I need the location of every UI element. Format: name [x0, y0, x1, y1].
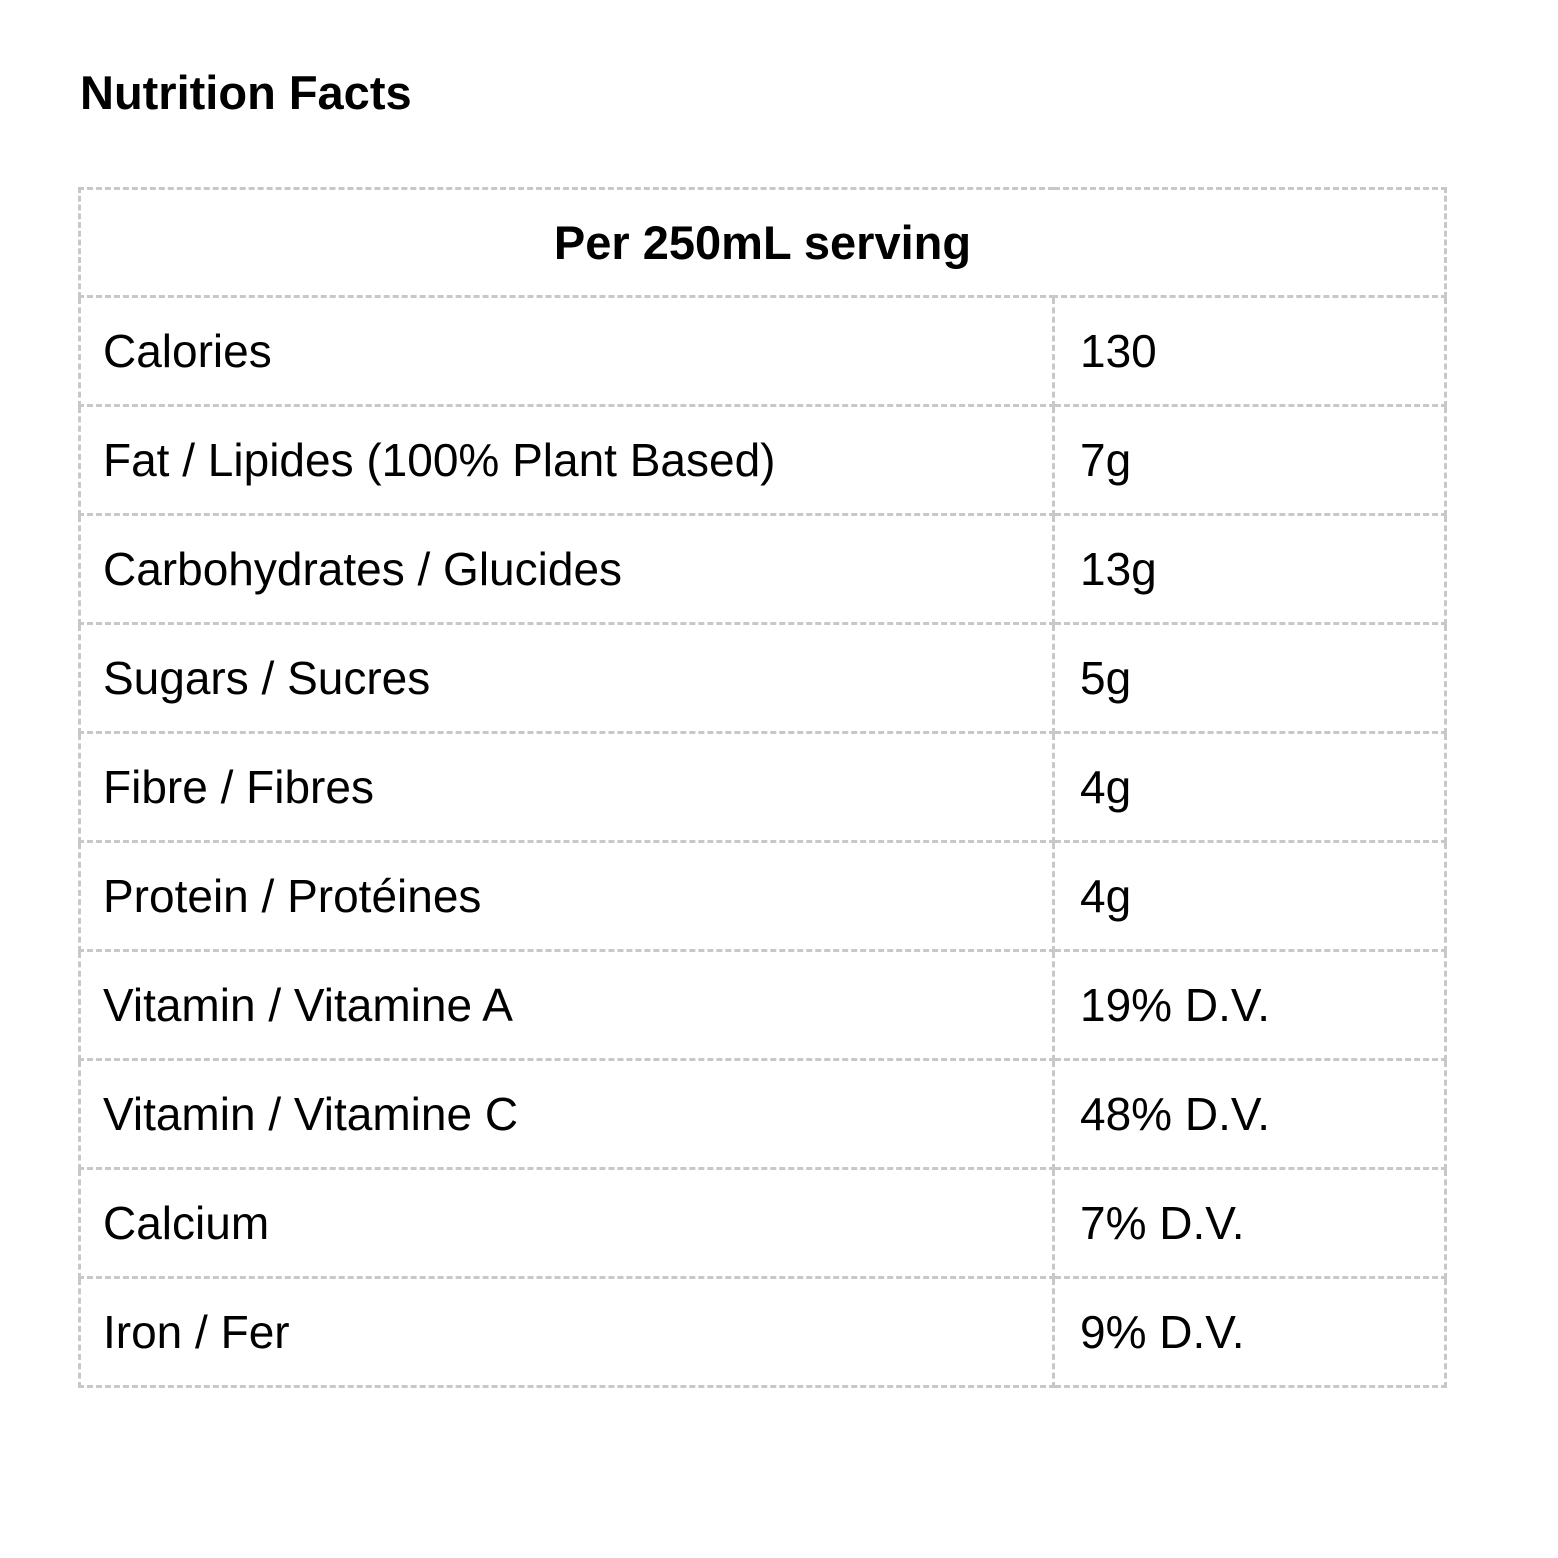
- nutrient-label: Vitamin / Vitamine C: [78, 1058, 1055, 1170]
- table-row: Sugars / Sucres 5g: [78, 622, 1447, 734]
- table-row: Fibre / Fibres 4g: [78, 731, 1447, 843]
- nutrient-value: 7% D.V.: [1052, 1167, 1447, 1279]
- nutrient-label: Calories: [78, 295, 1055, 407]
- nutrient-value: 5g: [1052, 622, 1447, 734]
- nutrient-value: 130: [1052, 295, 1447, 407]
- nutrient-label: Fat / Lipides (100% Plant Based): [78, 404, 1055, 516]
- table-row: Protein / Protéines 4g: [78, 840, 1447, 952]
- nutrition-table: Per 250mL serving Calories 130 Fat / Lip…: [78, 187, 1447, 1388]
- table-row: Iron / Fer 9% D.V.: [78, 1276, 1447, 1388]
- nutrient-label: Protein / Protéines: [78, 840, 1055, 952]
- serving-size-header: Per 250mL serving: [78, 187, 1447, 298]
- nutrient-label: Sugars / Sucres: [78, 622, 1055, 734]
- nutrient-label: Iron / Fer: [78, 1276, 1055, 1388]
- table-row: Fat / Lipides (100% Plant Based) 7g: [78, 404, 1447, 516]
- nutrient-value: 4g: [1052, 840, 1447, 952]
- nutrient-value: 48% D.V.: [1052, 1058, 1447, 1170]
- nutrient-label: Fibre / Fibres: [78, 731, 1055, 843]
- table-row: Calcium 7% D.V.: [78, 1167, 1447, 1279]
- nutrient-label: Calcium: [78, 1167, 1055, 1279]
- nutrient-value: 7g: [1052, 404, 1447, 516]
- nutrient-value: 4g: [1052, 731, 1447, 843]
- table-header-row: Per 250mL serving: [78, 187, 1447, 298]
- table-row: Vitamin / Vitamine A 19% D.V.: [78, 949, 1447, 1061]
- nutrient-value: 9% D.V.: [1052, 1276, 1447, 1388]
- table-row: Vitamin / Vitamine C 48% D.V.: [78, 1058, 1447, 1170]
- table-row: Calories 130: [78, 295, 1447, 407]
- nutrient-value: 19% D.V.: [1052, 949, 1447, 1061]
- page-title: Nutrition Facts: [80, 66, 412, 119]
- nutrient-value: 13g: [1052, 513, 1447, 625]
- nutrient-label: Carbohydrates / Glucides: [78, 513, 1055, 625]
- table-row: Carbohydrates / Glucides 13g: [78, 513, 1447, 625]
- nutrient-label: Vitamin / Vitamine A: [78, 949, 1055, 1061]
